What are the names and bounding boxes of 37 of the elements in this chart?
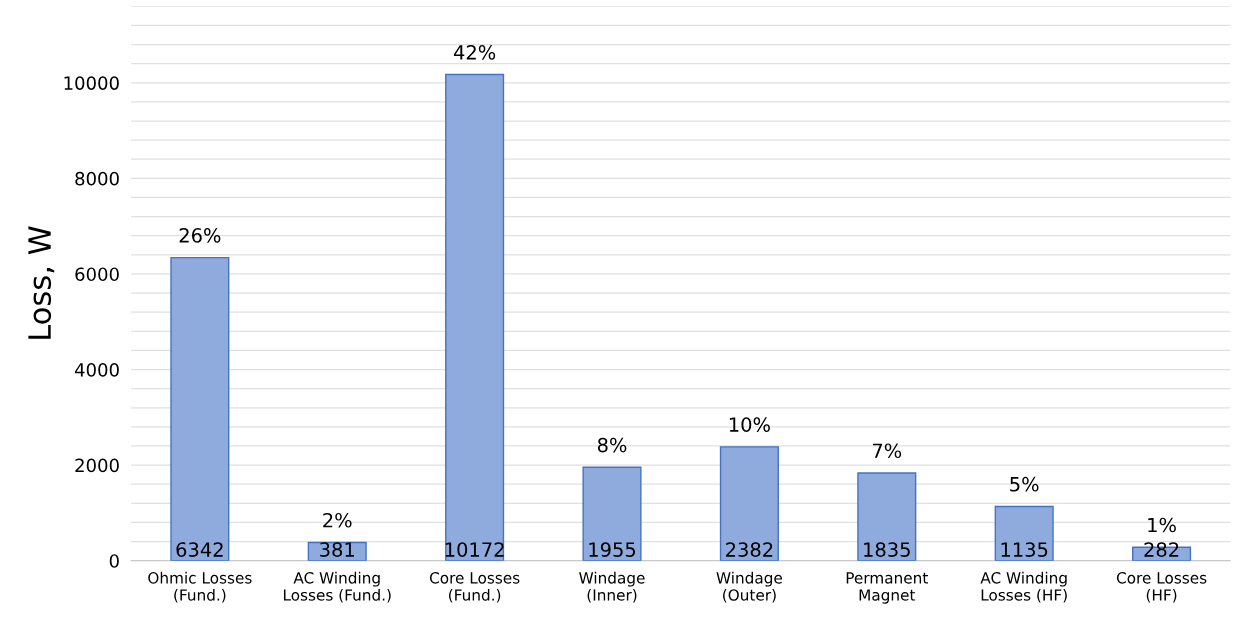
y-tick-label: 6000 [75, 267, 119, 282]
annotation: 8% [597, 437, 627, 453]
data-label: 381 [320, 542, 354, 557]
x-tick-label: AC Winding Losses (Fund.) [283, 571, 391, 603]
bar [582, 466, 642, 561]
x-tick-label: Permanent Magnet [846, 572, 928, 604]
annotation: 7% [872, 443, 902, 459]
x-tick-label: Windage (Outer) [716, 571, 783, 603]
y-tick-label: 8000 [75, 171, 119, 186]
data-label: 1835 [864, 542, 910, 557]
annotation: 42% [453, 44, 496, 60]
y-tick-label: 10000 [64, 76, 119, 90]
data-label: 10172 [445, 542, 504, 557]
data-label: 1955 [589, 542, 636, 557]
x-tick-label: Core Losses (HF) [1116, 572, 1207, 603]
annotation: 10% [729, 417, 770, 432]
x-tick-label: Windage (Inner) [579, 571, 645, 603]
x-tick-label: Ohmic Losses (Fund.) [148, 571, 252, 603]
bar [170, 256, 230, 561]
data-label: 2382 [726, 542, 773, 557]
y-tick-label: 0 [109, 554, 119, 568]
data-label: 6342 [176, 542, 223, 557]
y-axis-title: Loss, W [28, 226, 55, 339]
annotation: 2% [323, 512, 352, 528]
y-tick-label: 2000 [75, 458, 119, 473]
bar [445, 73, 505, 561]
annotation: 1% [1148, 517, 1176, 533]
x-tick-label: AC Winding Losses (HF) [980, 571, 1067, 603]
y-tick-label: 4000 [74, 362, 119, 377]
bar [857, 472, 917, 561]
annotation: 5% [1010, 476, 1039, 492]
x-tick-label: Core Losses (Fund.) [429, 572, 520, 603]
data-label: 282 [1144, 542, 1179, 557]
bar [994, 505, 1054, 561]
bar [719, 446, 779, 561]
data-label: 1135 [1001, 542, 1048, 557]
annotation: 26% [179, 228, 221, 243]
